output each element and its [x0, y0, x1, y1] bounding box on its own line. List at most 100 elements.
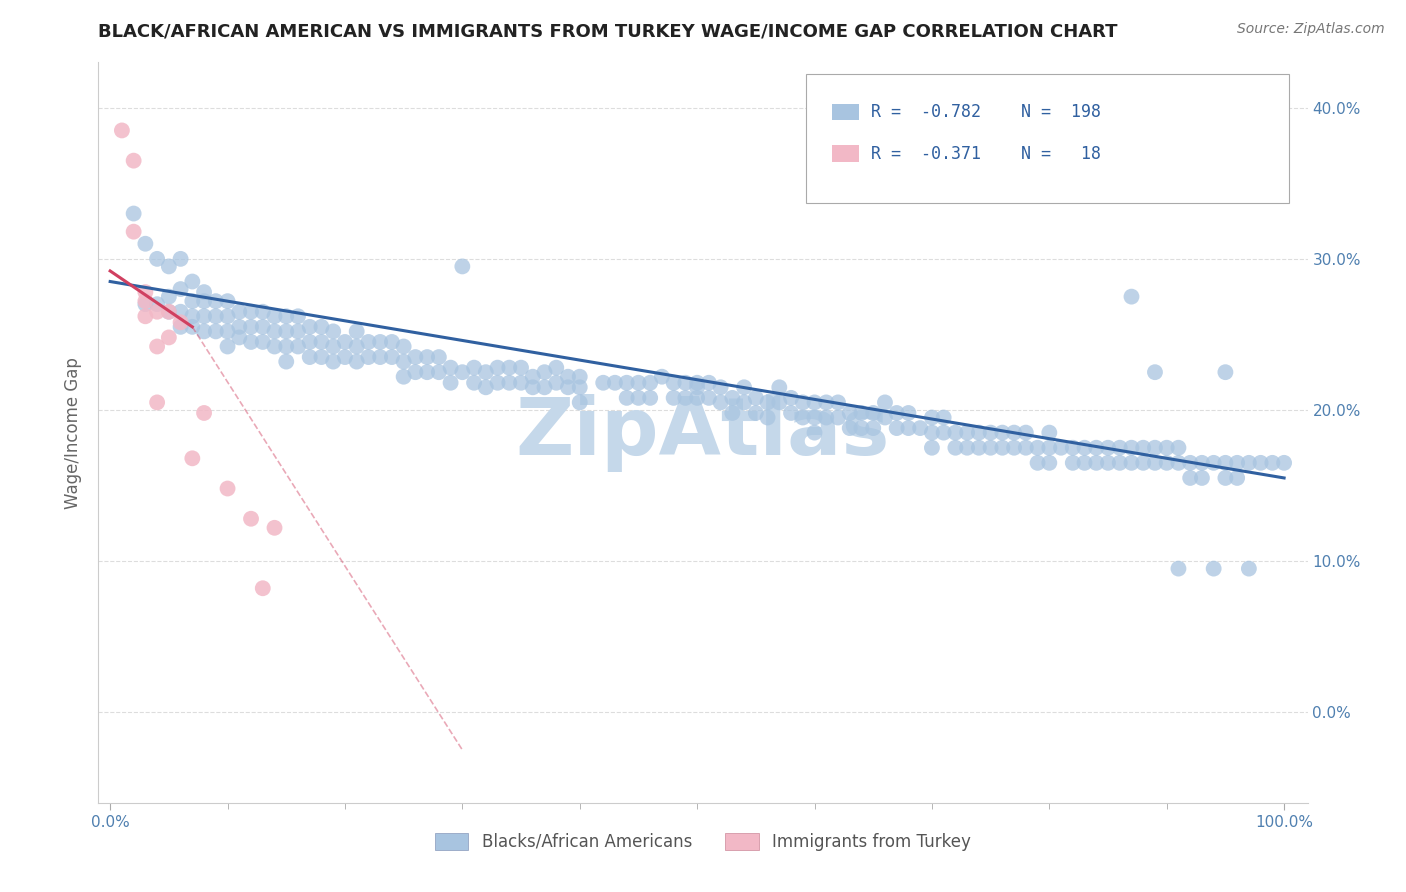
Point — [333, 350, 356, 364]
FancyBboxPatch shape — [832, 103, 859, 120]
Point — [463, 376, 485, 390]
Point — [1156, 456, 1178, 470]
Point — [252, 304, 274, 318]
Point — [510, 376, 533, 390]
Point — [322, 325, 344, 339]
Point — [956, 425, 979, 440]
Point — [404, 350, 426, 364]
Point — [228, 330, 250, 344]
Point — [475, 380, 498, 394]
Point — [439, 376, 461, 390]
Point — [181, 294, 204, 309]
Point — [463, 360, 485, 375]
Point — [146, 339, 169, 353]
Point — [311, 350, 333, 364]
Text: R =  -0.782    N =  198: R = -0.782 N = 198 — [872, 103, 1101, 121]
Point — [217, 294, 239, 309]
Point — [240, 512, 263, 526]
Point — [627, 376, 650, 390]
Point — [780, 406, 803, 420]
Point — [745, 406, 768, 420]
Point — [146, 252, 169, 266]
Point — [217, 310, 239, 324]
Text: R =  -0.371    N =   18: R = -0.371 N = 18 — [872, 145, 1101, 162]
Point — [392, 354, 415, 368]
Point — [486, 376, 509, 390]
Point — [1062, 441, 1084, 455]
Point — [638, 391, 661, 405]
Point — [1272, 456, 1295, 470]
Point — [932, 410, 955, 425]
Point — [967, 425, 990, 440]
FancyBboxPatch shape — [806, 73, 1289, 203]
Point — [792, 410, 814, 425]
Point — [193, 285, 215, 299]
Point — [980, 441, 1002, 455]
Point — [122, 225, 145, 239]
Point — [240, 319, 263, 334]
Point — [568, 380, 591, 394]
Point — [404, 365, 426, 379]
Y-axis label: Wage/Income Gap: Wage/Income Gap — [65, 357, 83, 508]
Point — [368, 334, 391, 349]
Point — [838, 421, 860, 435]
Point — [439, 360, 461, 375]
Point — [803, 395, 825, 409]
Point — [181, 310, 204, 324]
Point — [873, 395, 896, 409]
Point — [392, 369, 415, 384]
Point — [686, 380, 709, 394]
Point — [193, 294, 215, 309]
Point — [980, 425, 1002, 440]
Point — [252, 319, 274, 334]
Point — [1250, 456, 1272, 470]
Point — [1121, 456, 1143, 470]
Point — [721, 391, 744, 405]
Point — [1156, 441, 1178, 455]
Point — [673, 391, 696, 405]
Point — [956, 441, 979, 455]
Point — [298, 319, 321, 334]
Point — [134, 236, 156, 251]
Point — [181, 275, 204, 289]
Point — [873, 410, 896, 425]
Point — [967, 441, 990, 455]
Point — [522, 380, 544, 394]
Point — [651, 369, 673, 384]
Point — [1121, 441, 1143, 455]
Point — [1038, 456, 1060, 470]
Point — [851, 406, 873, 420]
Point — [1050, 441, 1073, 455]
Point — [827, 410, 849, 425]
Point — [228, 304, 250, 318]
Point — [803, 425, 825, 440]
Point — [451, 260, 474, 274]
Point — [276, 339, 298, 353]
Point — [838, 406, 860, 420]
Point — [169, 304, 191, 318]
Point — [1097, 456, 1119, 470]
Point — [169, 252, 191, 266]
Point — [1062, 456, 1084, 470]
Point — [181, 451, 204, 466]
Point — [146, 395, 169, 409]
Text: Source: ZipAtlas.com: Source: ZipAtlas.com — [1237, 22, 1385, 37]
Point — [1097, 441, 1119, 455]
Point — [240, 334, 263, 349]
Point — [557, 369, 579, 384]
Point — [815, 410, 838, 425]
Point — [1167, 441, 1189, 455]
Point — [721, 406, 744, 420]
Point — [427, 365, 450, 379]
Text: ZipAtlas: ZipAtlas — [516, 393, 890, 472]
Point — [1132, 456, 1154, 470]
Point — [862, 421, 884, 435]
Point — [733, 395, 755, 409]
Point — [134, 310, 156, 324]
Point — [498, 376, 520, 390]
Point — [134, 285, 156, 299]
Point — [217, 482, 239, 496]
Point — [276, 310, 298, 324]
Point — [686, 391, 709, 405]
Point — [169, 282, 191, 296]
